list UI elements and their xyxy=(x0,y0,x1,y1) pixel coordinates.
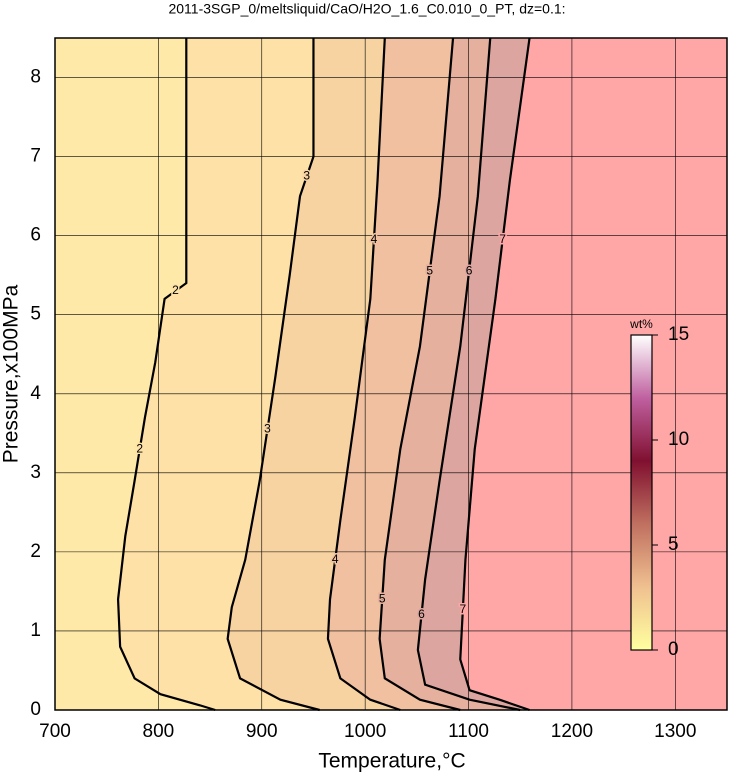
colorbar-tick-label: 5 xyxy=(668,534,679,555)
contour-label: 2 xyxy=(172,283,179,297)
x-tick-label: 1200 xyxy=(551,721,593,742)
colorbar-tick-label: 15 xyxy=(668,324,689,345)
y-tick-label: 1 xyxy=(30,620,41,641)
colorbar xyxy=(630,334,653,651)
plot-frame xyxy=(54,37,728,711)
contour-label: 5 xyxy=(426,263,433,277)
x-tick-label: 1000 xyxy=(344,721,386,742)
x-axis-label: Temperature,°C xyxy=(318,750,465,773)
contour-line xyxy=(378,37,461,712)
y-tick-label: 5 xyxy=(30,304,41,325)
contour-line xyxy=(416,37,521,712)
y-tick-label: 6 xyxy=(30,225,41,246)
x-tick-label: 1100 xyxy=(448,721,489,742)
x-tick-label: 1300 xyxy=(654,721,696,742)
colorbar-tick-label: 10 xyxy=(668,429,689,450)
contour-label: 5 xyxy=(379,591,386,605)
contour-line xyxy=(326,37,401,712)
contour-label: 6 xyxy=(466,263,473,277)
y-tick-label: 4 xyxy=(30,383,41,404)
contour-label: 3 xyxy=(303,169,310,183)
y-tick-label: 7 xyxy=(30,146,41,167)
contour-label: 6 xyxy=(418,607,425,621)
x-tick-label: 900 xyxy=(246,721,278,742)
contour-line xyxy=(226,38,320,712)
colorbar-label: wt% xyxy=(629,317,653,331)
x-tick-label: 800 xyxy=(143,721,175,742)
chart-title: 2011-3SGP_0/meltsliquid/CaO/H2O_1.6_C0.0… xyxy=(168,1,565,17)
y-axis-label: Pressure,x100MPa xyxy=(0,284,23,463)
y-tick-label: 3 xyxy=(30,462,41,483)
x-tick-label: 700 xyxy=(39,721,71,742)
contour-fill xyxy=(460,38,727,710)
colorbar-tick-label: 0 xyxy=(668,639,679,660)
contour-label: 4 xyxy=(371,232,378,246)
y-tick-label: 2 xyxy=(30,541,41,562)
contour-label: 3 xyxy=(264,422,271,436)
contour-label: 4 xyxy=(332,552,339,566)
contour-label: 7 xyxy=(460,602,467,616)
y-tick-label: 8 xyxy=(30,67,41,88)
contour-line xyxy=(459,37,531,712)
contour-label: 7 xyxy=(499,232,506,246)
contour-line xyxy=(116,38,216,712)
y-tick-label: 0 xyxy=(30,699,41,720)
contour-label: 2 xyxy=(136,441,143,455)
